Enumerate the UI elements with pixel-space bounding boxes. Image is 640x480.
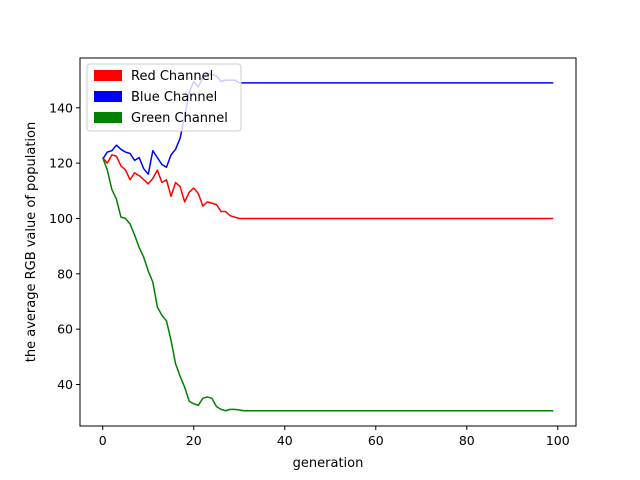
legend-label: Green Channel [131, 111, 228, 126]
y-tick-label: 40 [57, 377, 73, 392]
legend: Red Channel Blue Channel Green Channel [86, 63, 242, 132]
legend-label: Blue Channel [131, 90, 217, 105]
legend-box [86, 63, 242, 132]
series-line-2 [102, 157, 554, 412]
x-tick-label: 60 [368, 433, 384, 448]
y-tick-label: 60 [57, 322, 73, 337]
x-axis-ticks: 0 20 40 60 80 100 [99, 426, 570, 448]
x-tick-label: 20 [186, 433, 202, 448]
x-axis-title: generation [293, 456, 364, 471]
y-tick-label: 100 [49, 211, 73, 226]
series-line-0 [102, 154, 554, 220]
y-tick-label: 120 [49, 156, 73, 171]
y-tick-label: 80 [57, 266, 73, 281]
x-tick-label: 0 [99, 433, 107, 448]
y-axis-ticks: 40 60 80 100 120 140 [49, 100, 80, 392]
plot-frame [79, 57, 577, 427]
legend-label: Red Channel [131, 69, 213, 84]
x-tick-label: 100 [546, 433, 570, 448]
legend-swatch [94, 112, 122, 123]
legend-swatch [94, 70, 122, 81]
x-tick-label: 80 [459, 433, 475, 448]
x-tick-label: 40 [277, 433, 293, 448]
y-tick-label: 140 [49, 100, 73, 115]
legend-swatch [94, 91, 122, 102]
y-axis-title: the average RGB value of population [24, 122, 39, 362]
